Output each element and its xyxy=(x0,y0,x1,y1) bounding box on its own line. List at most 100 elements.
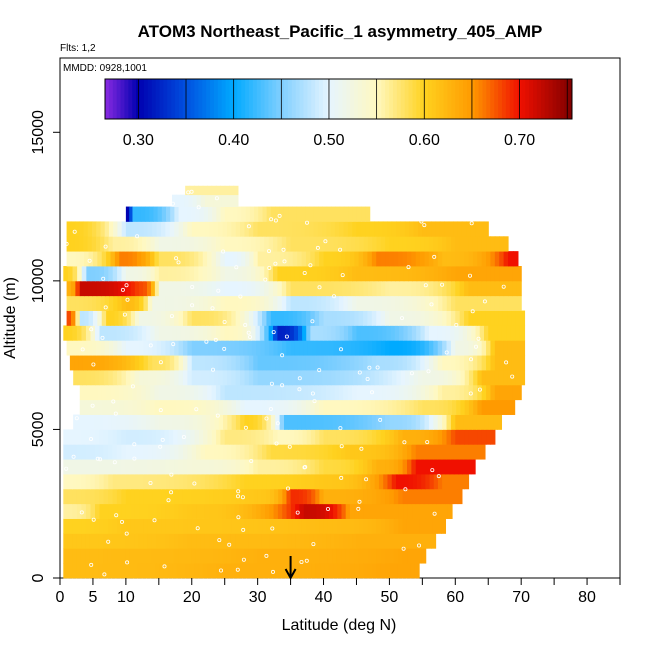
colorbar-swatch xyxy=(280,79,285,119)
heatmap-cell xyxy=(402,488,408,505)
heatmap-cell xyxy=(479,325,485,341)
heatmap-cell xyxy=(433,384,439,401)
heatmap-cell xyxy=(215,236,221,252)
heatmap-cell xyxy=(425,474,431,490)
heatmap-cell xyxy=(207,325,213,341)
heatmap-cell xyxy=(120,325,126,341)
heatmap-cell xyxy=(277,325,283,341)
heatmap-cell xyxy=(315,563,321,579)
heatmap-cell xyxy=(360,325,366,341)
observation-point xyxy=(171,342,176,347)
heatmap-cell xyxy=(312,280,317,297)
heatmap-cell xyxy=(195,548,201,564)
heatmap-cell xyxy=(176,236,182,252)
heatmap-cell xyxy=(363,310,369,326)
heatmap-cell xyxy=(310,414,316,430)
heatmap-cell xyxy=(176,563,182,579)
heatmap-cell xyxy=(218,474,224,490)
heatmap-cell xyxy=(476,414,482,430)
heatmap-cell xyxy=(485,370,491,386)
heatmap-cell xyxy=(391,221,397,237)
colorbar-swatch xyxy=(416,79,421,119)
observation-point xyxy=(160,437,165,442)
heatmap-cell xyxy=(471,444,477,460)
heatmap-cell xyxy=(415,236,421,252)
heatmap-cell xyxy=(464,266,470,282)
heatmap-cell xyxy=(233,236,239,252)
heatmap-cell xyxy=(270,459,276,475)
heatmap-cell xyxy=(132,399,138,415)
heatmap-cell xyxy=(376,414,382,430)
heatmap-cell xyxy=(276,563,282,579)
heatmap-cell xyxy=(367,355,373,371)
heatmap-cell xyxy=(172,325,177,341)
heatmap-cell xyxy=(415,340,421,356)
heatmap-cell xyxy=(152,518,158,534)
colorbar-tick-label: 0.60 xyxy=(409,132,440,149)
heatmap-cell xyxy=(428,280,434,297)
heatmap-cell xyxy=(215,266,221,282)
heatmap-cell xyxy=(120,563,125,579)
heatmap-cell xyxy=(220,236,226,252)
heatmap-cell xyxy=(344,474,350,490)
heatmap-cell xyxy=(365,266,370,282)
heatmap-cell xyxy=(360,533,366,549)
heatmap-cell xyxy=(433,474,439,490)
heatmap-cell xyxy=(196,503,201,519)
colorbar: 0.30 0.40 0.50 0.60 0.70 xyxy=(104,78,573,149)
heatmap-cell xyxy=(161,355,167,371)
heatmap-cell xyxy=(288,518,294,534)
heatmap-cell xyxy=(240,370,246,386)
heatmap-cell xyxy=(229,194,235,207)
heatmap-cell xyxy=(464,295,470,311)
heatmap-cell xyxy=(367,236,373,252)
heatmap-cell xyxy=(215,251,221,267)
heatmap-cell xyxy=(262,355,268,371)
y-tick-label: 5000 xyxy=(30,412,47,448)
observation-point xyxy=(195,526,200,531)
heatmap-cell xyxy=(321,384,327,401)
heatmap-cell xyxy=(503,355,509,371)
heatmap-cell xyxy=(481,236,487,252)
heatmap-cell xyxy=(488,414,494,430)
heatmap-cell xyxy=(376,518,382,534)
heatmap-cell xyxy=(75,280,81,297)
heatmap-cell xyxy=(84,384,90,401)
heatmap-cell xyxy=(213,355,219,371)
heatmap-cell xyxy=(268,295,274,311)
heatmap-cell xyxy=(508,384,513,401)
colorbar-swatch xyxy=(455,79,460,119)
heatmap-cell xyxy=(436,459,442,475)
heatmap-cell xyxy=(81,266,87,282)
heatmap-cell xyxy=(332,355,338,371)
heatmap-cell xyxy=(464,429,470,445)
heatmap-cell xyxy=(290,384,296,401)
heatmap-cell xyxy=(433,325,439,341)
heatmap-cell xyxy=(233,185,239,196)
heatmap-cell xyxy=(147,370,153,386)
heatmap-cell xyxy=(380,548,386,564)
heatmap-cell xyxy=(163,384,169,401)
heatmap-cell xyxy=(494,399,499,415)
heatmap-cell xyxy=(499,280,505,297)
heatmap-cell xyxy=(314,444,320,460)
heatmap-cell xyxy=(253,459,259,475)
observation-point xyxy=(210,367,215,372)
heatmap-cell xyxy=(376,503,382,519)
heatmap-cell xyxy=(213,488,219,505)
heatmap-cell xyxy=(292,548,298,564)
heatmap-cell xyxy=(130,474,136,490)
heatmap-cell xyxy=(428,459,434,475)
heatmap-cell xyxy=(365,533,371,549)
heatmap-cell xyxy=(420,340,426,356)
heatmap-cell xyxy=(200,370,206,386)
heatmap-cell xyxy=(87,221,93,237)
heatmap-cell xyxy=(184,414,190,430)
heatmap-cell xyxy=(503,384,509,401)
heatmap-cell xyxy=(106,384,112,401)
heatmap-cell xyxy=(129,459,135,475)
observation-point xyxy=(91,517,96,522)
heatmap-cell xyxy=(143,503,149,519)
heatmap-cell xyxy=(270,474,276,490)
observation-point xyxy=(367,365,372,370)
